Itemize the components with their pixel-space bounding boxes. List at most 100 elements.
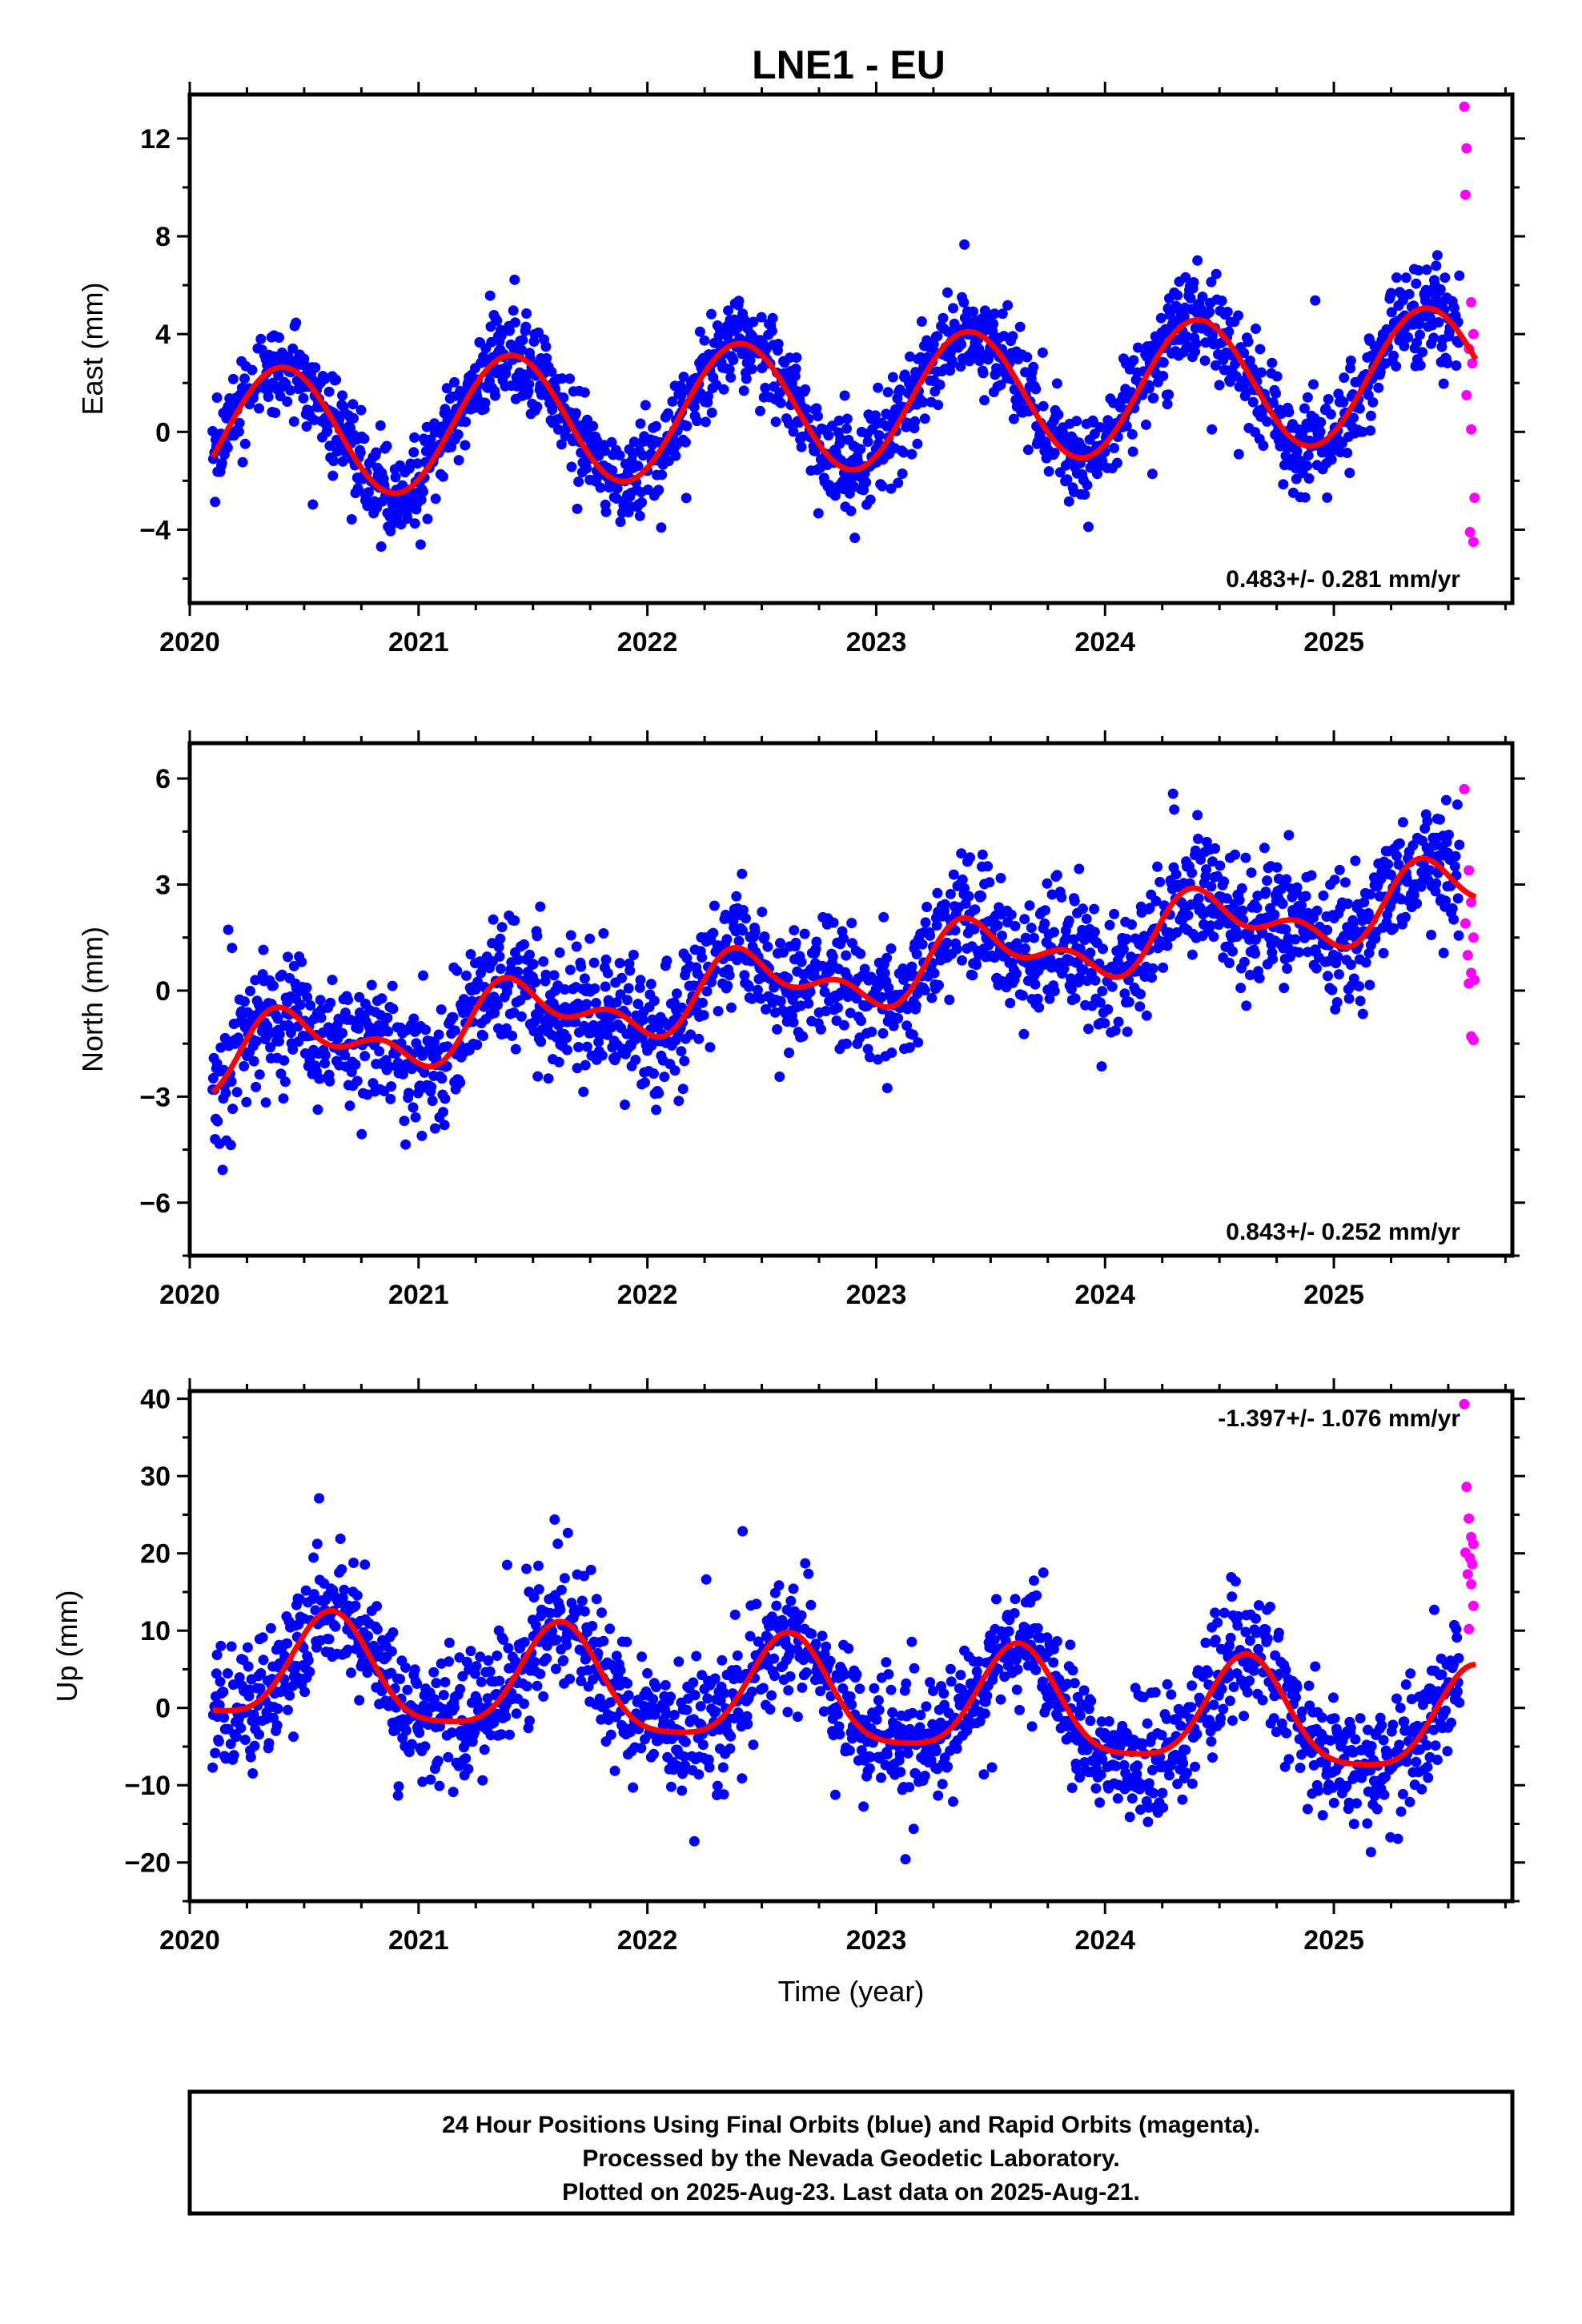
rapid-orbit-point	[1466, 297, 1477, 308]
final-orbit-point	[1244, 970, 1255, 980]
final-orbit-point	[1144, 903, 1155, 914]
final-orbit-point	[1031, 1590, 1042, 1601]
final-orbit-point	[1018, 1028, 1030, 1039]
final-orbit-point	[222, 442, 233, 453]
final-orbit-point	[490, 390, 500, 401]
final-orbit-point	[1191, 338, 1202, 349]
final-orbit-point	[426, 1081, 437, 1092]
final-orbit-point	[620, 1100, 630, 1110]
final-orbit-point	[1029, 932, 1039, 943]
final-orbit-point	[885, 483, 897, 494]
final-orbit-point	[612, 483, 623, 494]
final-orbit-point	[243, 1661, 254, 1672]
final-orbit-point	[769, 1671, 780, 1682]
final-orbit-point	[1438, 378, 1449, 389]
final-orbit-point	[573, 476, 584, 487]
final-orbit-point	[693, 1769, 705, 1780]
final-orbit-point	[883, 1669, 894, 1680]
final-orbit-point	[217, 1164, 228, 1176]
final-orbit-point	[457, 1671, 468, 1682]
final-orbit-point	[1010, 1594, 1021, 1605]
final-orbit-point	[519, 1637, 530, 1647]
final-orbit-point	[634, 982, 645, 993]
plot-area	[207, 101, 1480, 552]
final-orbit-point	[533, 1560, 544, 1571]
final-orbit-point	[510, 1043, 521, 1055]
final-orbit-point	[979, 1708, 990, 1719]
final-orbit-point	[219, 1712, 230, 1723]
final-orbit-point	[1122, 1026, 1133, 1037]
final-orbit-point	[1403, 288, 1415, 300]
final-orbit-point	[948, 303, 958, 314]
final-orbit-point	[741, 913, 751, 924]
final-orbit-point	[571, 941, 582, 952]
final-orbit-point	[956, 339, 967, 350]
final-orbit-point	[725, 372, 737, 383]
final-orbit-point	[1083, 521, 1094, 533]
final-orbit-point	[1435, 814, 1445, 825]
final-orbit-point	[1251, 903, 1263, 914]
final-orbit-point	[307, 499, 319, 510]
final-orbit-point	[811, 403, 822, 414]
final-orbit-point	[628, 1782, 639, 1793]
final-orbit-point	[270, 408, 281, 418]
final-orbit-point	[1343, 993, 1355, 1004]
final-orbit-point	[1422, 815, 1433, 826]
final-orbit-point	[1207, 424, 1218, 435]
final-orbit-point	[806, 1628, 817, 1639]
final-orbit-point	[311, 1538, 323, 1550]
final-orbit-point	[775, 995, 786, 1007]
final-orbit-point	[308, 1589, 319, 1600]
final-orbit-point	[873, 1695, 884, 1706]
final-orbit-point	[757, 907, 768, 918]
final-orbit-point	[1251, 324, 1261, 334]
final-orbit-point	[1006, 909, 1017, 920]
final-orbit-point	[1452, 799, 1463, 810]
final-orbit-point	[591, 1594, 602, 1605]
final-orbit-point	[731, 1664, 742, 1675]
final-orbit-point	[233, 426, 244, 437]
final-orbit-point	[496, 963, 506, 975]
final-orbit-point	[679, 1055, 690, 1067]
final-orbit-point	[322, 425, 333, 436]
final-orbit-point	[1065, 1639, 1076, 1651]
final-orbit-point	[1365, 425, 1376, 436]
final-orbit-point	[460, 416, 472, 428]
final-orbit-point	[561, 1032, 572, 1043]
final-orbit-point	[512, 966, 524, 977]
final-orbit-point	[417, 1776, 428, 1787]
final-orbit-point	[796, 956, 807, 967]
final-orbit-point	[580, 1059, 591, 1071]
final-orbit-point	[879, 967, 890, 979]
final-orbit-point	[1360, 957, 1371, 968]
final-orbit-point	[1205, 920, 1216, 931]
final-orbit-point	[245, 1751, 256, 1763]
final-orbit-point	[1143, 383, 1154, 394]
final-orbit-point	[1167, 788, 1178, 799]
final-orbit-point	[241, 1096, 252, 1108]
final-orbit-point	[997, 308, 1008, 320]
final-orbit-point	[1431, 250, 1443, 261]
final-orbit-point	[1237, 905, 1248, 916]
final-orbit-point	[558, 392, 569, 404]
final-orbit-point	[1109, 443, 1120, 453]
final-orbit-point	[550, 1663, 561, 1675]
final-orbit-point	[239, 1735, 251, 1745]
final-orbit-point	[761, 1003, 771, 1015]
final-orbit-point	[242, 1642, 253, 1653]
final-orbit-point	[651, 420, 662, 432]
final-orbit-point	[944, 995, 955, 1005]
final-orbit-point	[283, 352, 294, 363]
final-orbit-point	[813, 508, 824, 519]
final-orbit-point	[600, 981, 611, 992]
final-orbit-point	[390, 1725, 401, 1736]
rapid-orbit-point	[1468, 328, 1479, 340]
final-orbit-point	[296, 956, 307, 967]
final-orbit-point	[1277, 899, 1288, 910]
final-orbit-point	[915, 1710, 926, 1721]
final-orbit-point	[440, 1677, 451, 1687]
final-orbit-point	[1411, 278, 1422, 289]
final-orbit-point	[1431, 260, 1442, 271]
final-orbit-point	[1343, 899, 1353, 909]
final-orbit-point	[1400, 911, 1411, 923]
